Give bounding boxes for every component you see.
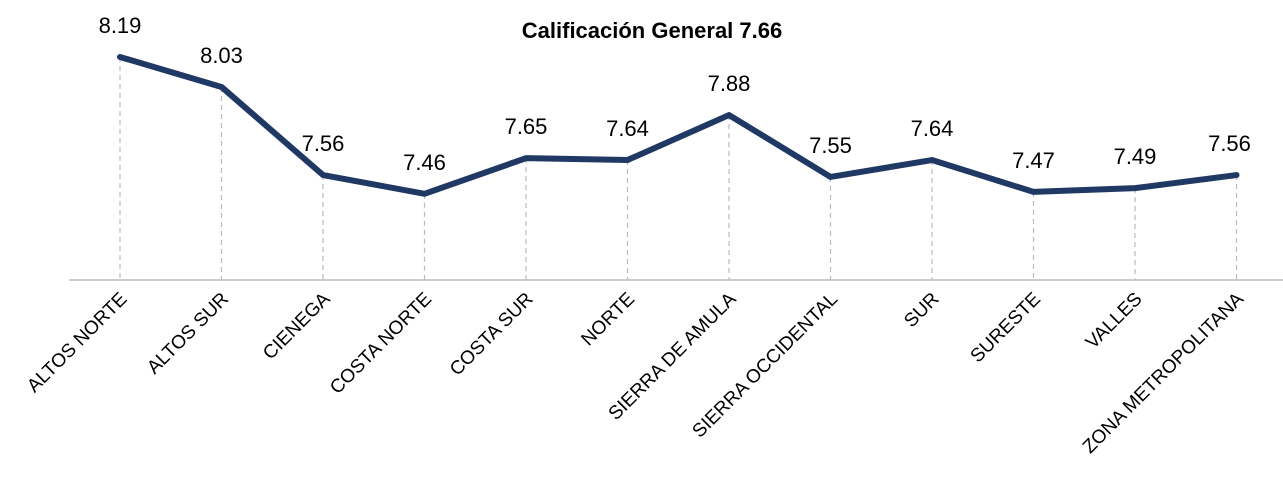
data-label: 8.03 (200, 43, 243, 68)
data-label: 7.56 (302, 131, 345, 156)
data-label: 7.46 (403, 150, 446, 175)
data-label: 7.64 (911, 116, 954, 141)
line-series (117, 53, 1240, 197)
data-label: 7.47 (1012, 148, 1055, 173)
x-tick-label: ALTOS SUR (143, 289, 233, 379)
data-label: 7.56 (1208, 131, 1251, 156)
data-label: 7.88 (708, 71, 751, 96)
data-label: 7.64 (606, 116, 649, 141)
x-tick-label: NORTE (577, 289, 639, 351)
x-tick-label: CIENEGA (259, 288, 335, 364)
x-tick-label: ZONA METROPOLITANA (1079, 288, 1248, 457)
x-tick-label: VALLES (1082, 289, 1147, 354)
x-tick-label: SUR (900, 289, 943, 332)
x-tick-label: SURESTE (967, 289, 1045, 367)
data-label: 7.65 (505, 114, 548, 139)
data-label: 8.19 (99, 13, 142, 38)
data-label: 7.49 (1114, 144, 1157, 169)
x-tick-label: COSTA NORTE (326, 289, 436, 399)
chart-title: Calificación General 7.66 (522, 18, 782, 43)
data-label: 7.55 (809, 133, 852, 158)
x-tick-label: ALTOS NORTE (23, 289, 131, 397)
x-tick-label: COSTA SUR (446, 289, 537, 380)
